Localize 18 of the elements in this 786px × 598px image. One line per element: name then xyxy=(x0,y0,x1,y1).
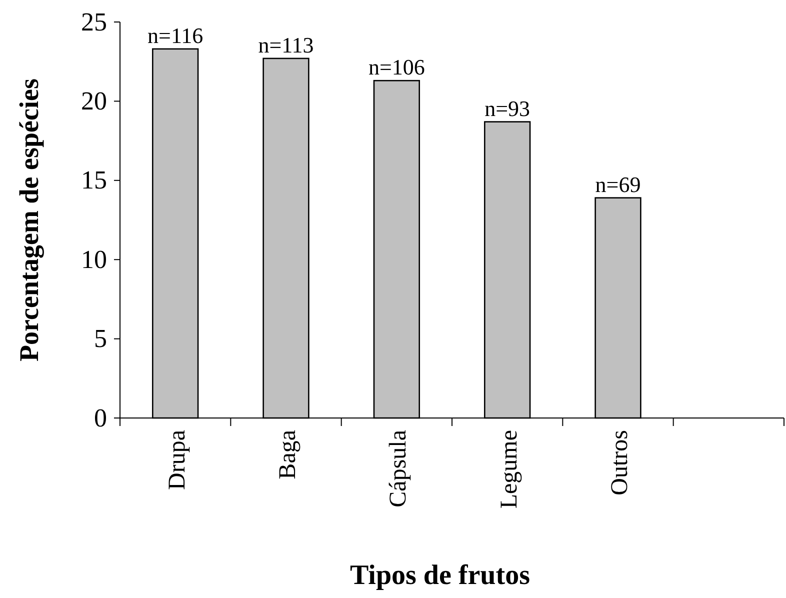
x-tick-label: Cápsula xyxy=(386,430,412,508)
annotation: n=116 xyxy=(148,22,204,48)
x-axis-title: Tipos de frutos xyxy=(350,560,530,591)
y-axis-title: Porcentagem de espécies xyxy=(14,78,44,362)
y-tick-label: 25 xyxy=(81,7,107,36)
annotation: n=69 xyxy=(595,172,641,197)
y-tick-label: 5 xyxy=(94,324,107,354)
y-tick-label: 10 xyxy=(81,244,107,274)
x-tick-label: Legume xyxy=(496,430,522,509)
annotation: n=93 xyxy=(484,96,530,121)
y-tick-label: 20 xyxy=(81,86,107,116)
x-tick-label: Outros xyxy=(607,430,633,496)
y-tick-label: 0 xyxy=(94,403,107,432)
annotation: n=113 xyxy=(258,32,314,58)
annotation: n=106 xyxy=(368,54,425,80)
x-tick-label: Baga xyxy=(275,430,301,480)
x-tick-label: Drupa xyxy=(164,430,190,490)
y-tick-label: 15 xyxy=(81,166,107,195)
